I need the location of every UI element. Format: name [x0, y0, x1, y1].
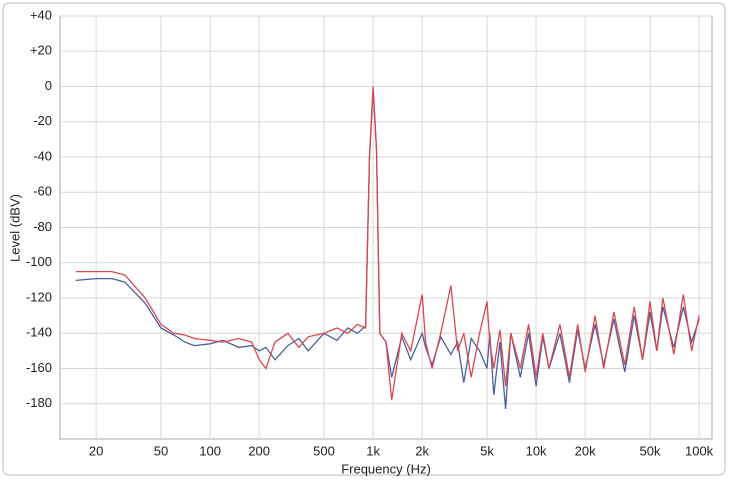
y-tick-label: -180 — [26, 395, 52, 410]
x-tick-label: 20 — [89, 443, 103, 458]
x-tick-label: 50k — [640, 443, 661, 458]
y-tick-label: 0 — [45, 78, 52, 93]
series-line — [75, 86, 700, 401]
x-tick-label: 500 — [313, 443, 335, 458]
x-tick-label: 20k — [575, 443, 596, 458]
x-tick-label: 50 — [154, 443, 168, 458]
x-tick-label: 10k — [526, 443, 547, 458]
x-tick-label: 2k — [415, 443, 429, 458]
x-axis-label: Frequency (Hz) — [341, 461, 431, 476]
y-axis-label: Level (dBV) — [7, 194, 22, 262]
x-tick-label: 1k — [366, 443, 380, 458]
y-tick-label: -40 — [33, 148, 52, 163]
y-tick-label: -20 — [33, 113, 52, 128]
y-tick-label: -160 — [26, 360, 52, 375]
y-tick-label: +40 — [30, 7, 52, 22]
x-tick-label: 100 — [199, 443, 221, 458]
y-tick-label: -100 — [26, 254, 52, 269]
x-tick-label: 5k — [480, 443, 494, 458]
y-tick-label: -120 — [26, 289, 52, 304]
y-tick-label: +20 — [30, 43, 52, 58]
x-tick-label: 100k — [685, 443, 714, 458]
y-tick-label: -80 — [33, 219, 52, 234]
y-tick-label: -60 — [33, 184, 52, 199]
x-tick-label: 200 — [248, 443, 270, 458]
y-tick-label: -140 — [26, 325, 52, 340]
